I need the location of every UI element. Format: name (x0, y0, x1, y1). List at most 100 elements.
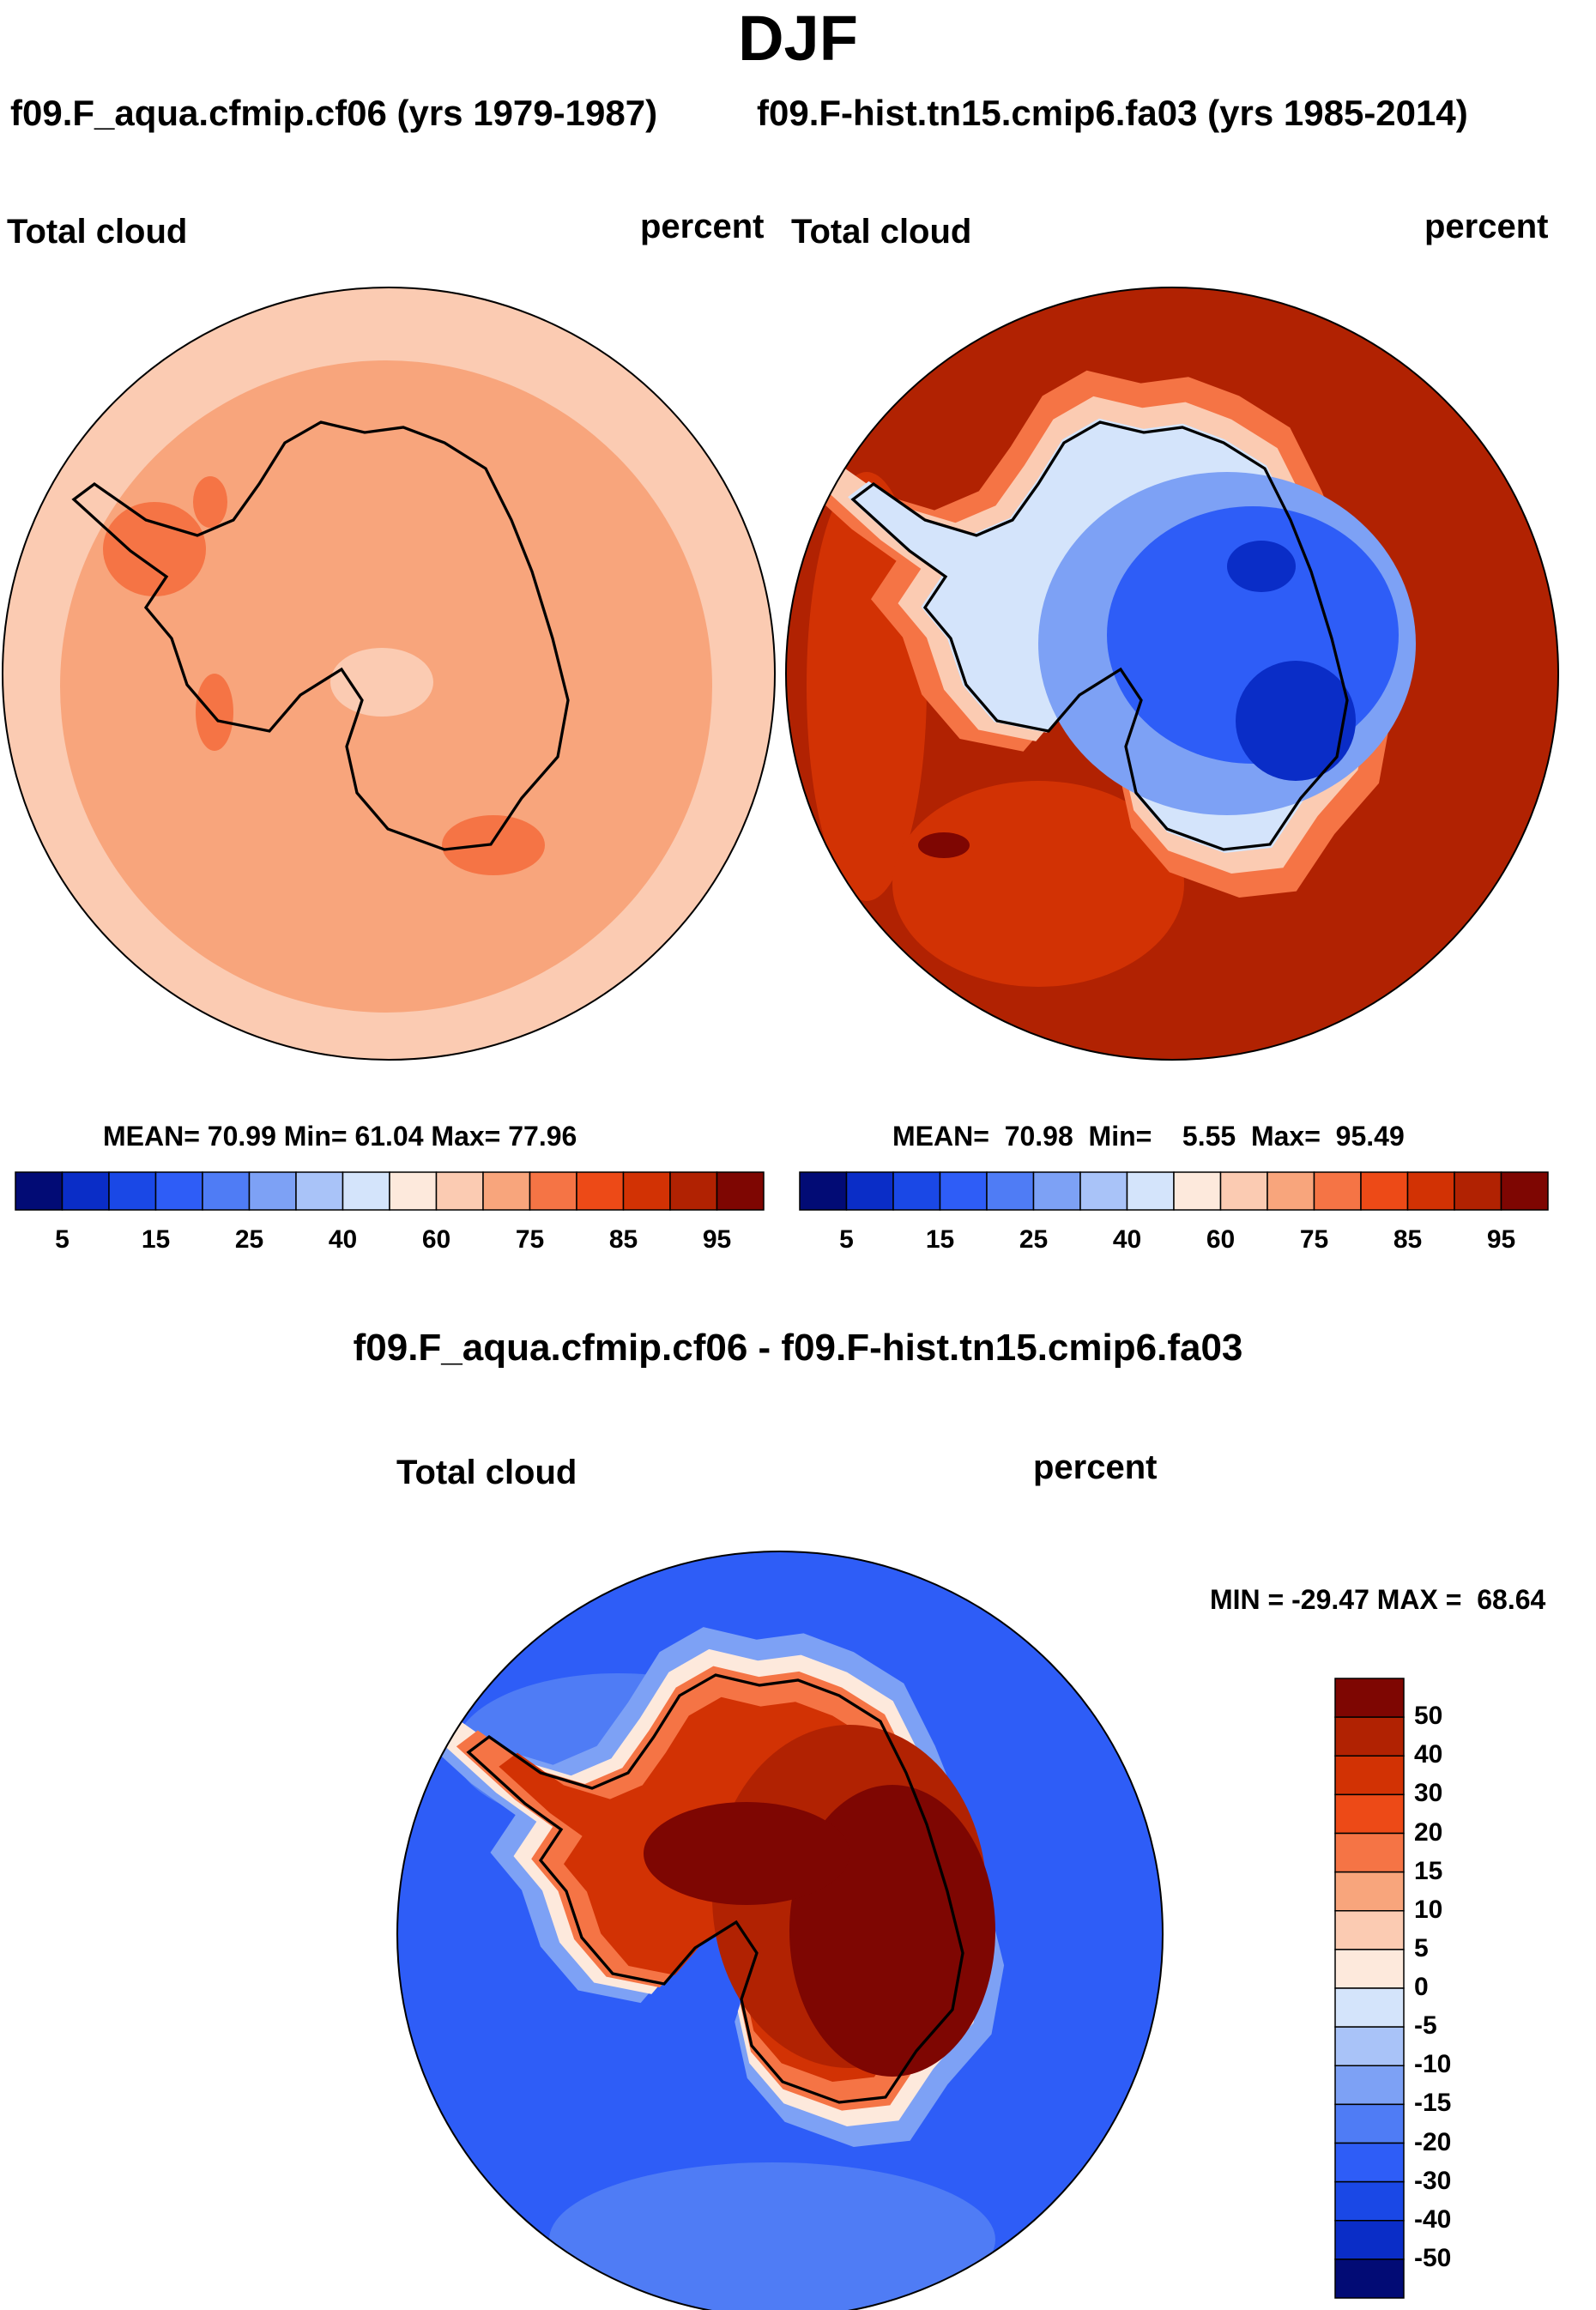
right-map-border (785, 287, 1559, 1061)
colorbar-swatch (15, 1171, 63, 1211)
colorbar-tick-label: 60 (1206, 1225, 1236, 1254)
colorbar-swatch (1334, 1793, 1405, 1835)
colorbar-swatch (1334, 1871, 1405, 1912)
colorbar-tick-label: -50 (1414, 2243, 1452, 2272)
left-map (3, 287, 775, 1060)
colorbar-tick-label: 30 (1414, 1779, 1443, 1808)
colorbar-swatch (1334, 2259, 1405, 2299)
colorbar-swatch (389, 1171, 438, 1211)
colorbar-swatch (1126, 1171, 1175, 1211)
colorbar-tick-label: 40 (328, 1225, 358, 1254)
left-stats: MEAN= 70.99 Min= 61.04 Max= 77.96 (103, 1121, 577, 1152)
colorbar-swatch (1334, 2065, 1405, 2106)
diff-colorbar (1334, 1678, 1405, 2299)
colorbar-tick-label: -5 (1414, 2011, 1437, 2041)
colorbar-swatch (622, 1171, 671, 1211)
colorbar-swatch (1500, 1171, 1549, 1211)
colorbar-swatch (1219, 1171, 1268, 1211)
colorbar-swatch (1032, 1171, 1081, 1211)
colorbar-swatch (939, 1171, 988, 1211)
colorbar-tick-label: 95 (1486, 1225, 1516, 1254)
colorbar-tick-label: 20 (1414, 1817, 1443, 1847)
colorbar-swatch (1173, 1171, 1222, 1211)
colorbar-swatch (1334, 2026, 1405, 2066)
left-map-border (2, 287, 776, 1061)
colorbar-swatch (1334, 1987, 1405, 2028)
colorbar-swatch (845, 1171, 894, 1211)
colorbar-swatch (1334, 2103, 1405, 2144)
colorbar-swatch (1079, 1171, 1128, 1211)
colorbar-tick-label: 25 (234, 1225, 264, 1254)
colorbar-swatch (1334, 2180, 1405, 2222)
right-units-label: percent (1424, 208, 1549, 245)
diff-case-title: f09.F_aqua.cfmip.cf06 - f09.F-hist.tn15.… (353, 1327, 1243, 1369)
colorbar-swatch (1360, 1171, 1409, 1211)
colorbar-swatch (435, 1171, 484, 1211)
colorbar-swatch (1334, 1832, 1405, 1873)
diff-variable-label: Total cloud (396, 1454, 577, 1491)
colorbar-swatch (61, 1171, 110, 1211)
colorbar-swatch (248, 1171, 297, 1211)
colorbar-tick-label: 40 (1414, 1740, 1443, 1769)
colorbar-tick-label: 15 (141, 1225, 171, 1254)
colorbar-swatch (1334, 2220, 1405, 2260)
colorbar-swatch (716, 1171, 765, 1211)
colorbar-swatch (892, 1171, 941, 1211)
colorbar-swatch (1334, 1910, 1405, 1950)
right-map (786, 287, 1558, 1060)
colorbar-tick-label: 95 (702, 1225, 732, 1254)
left-variable-label: Total cloud (7, 213, 188, 251)
diff-map (397, 1551, 1163, 2310)
colorbar-swatch (202, 1171, 251, 1211)
diff-units-label: percent (1033, 1448, 1158, 1486)
colorbar-swatch (669, 1171, 718, 1211)
left-colorbar (15, 1171, 765, 1211)
colorbar-swatch (342, 1171, 390, 1211)
colorbar-tick-label: 75 (515, 1225, 545, 1254)
colorbar-swatch (1334, 1716, 1405, 1757)
colorbar-swatch (1334, 2142, 1405, 2183)
colorbar-tick-label: 75 (1299, 1225, 1329, 1254)
colorbar-swatch (986, 1171, 1035, 1211)
colorbar-tick-label: 25 (1019, 1225, 1049, 1254)
colorbar-tick-label: -20 (1414, 2127, 1452, 2156)
colorbar-swatch (154, 1171, 203, 1211)
colorbar-tick-label: 0 (1414, 1973, 1429, 2001)
right-variable-label: Total cloud (791, 213, 972, 251)
colorbar-swatch (799, 1171, 848, 1211)
colorbar-swatch (576, 1171, 625, 1211)
colorbar-swatch (1454, 1171, 1502, 1211)
colorbar-swatch (1406, 1171, 1455, 1211)
colorbar-tick-label: 85 (1393, 1225, 1423, 1254)
colorbar-swatch (529, 1171, 577, 1211)
colorbar-tick-label: 5 (839, 1225, 854, 1254)
left-units-label: percent (640, 208, 765, 245)
colorbar-tick-label: -30 (1414, 2166, 1452, 2195)
colorbar-tick-label: 5 (1414, 1933, 1429, 1962)
colorbar-swatch (108, 1171, 157, 1211)
colorbar-tick-label: 50 (1414, 1702, 1443, 1731)
right-case-title: f09.F-hist.tn15.cmip6.fa03 (yrs 1985-201… (757, 93, 1468, 133)
colorbar-swatch (295, 1171, 344, 1211)
colorbar-tick-label: 5 (55, 1225, 70, 1254)
right-colorbar (799, 1171, 1549, 1211)
colorbar-swatch (1313, 1171, 1362, 1211)
left-case-title: f09.F_aqua.cfmip.cf06 (yrs 1979-1987) (10, 93, 658, 133)
colorbar-swatch (1334, 1755, 1405, 1796)
diff-min-max: MIN = -29.47 MAX = 68.64 (1210, 1584, 1546, 1615)
colorbar-tick-label: 85 (608, 1225, 638, 1254)
right-stats: MEAN= 70.98 Min= 5.55 Max= 95.49 (892, 1121, 1405, 1152)
colorbar-swatch (1334, 1678, 1405, 1718)
colorbar-swatch (482, 1171, 531, 1211)
colorbar-tick-label: 40 (1112, 1225, 1142, 1254)
colorbar-tick-label: -15 (1414, 2089, 1452, 2118)
diff-map-border (396, 1551, 1164, 2310)
colorbar-tick-label: 60 (421, 1225, 451, 1254)
colorbar-swatch (1267, 1171, 1315, 1211)
colorbar-tick-label: 15 (1414, 1856, 1443, 1885)
colorbar-tick-label: -10 (1414, 2050, 1452, 2079)
colorbar-tick-label: 15 (925, 1225, 955, 1254)
colorbar-tick-label: -40 (1414, 2204, 1452, 2234)
figure-title: DJF (738, 3, 858, 74)
